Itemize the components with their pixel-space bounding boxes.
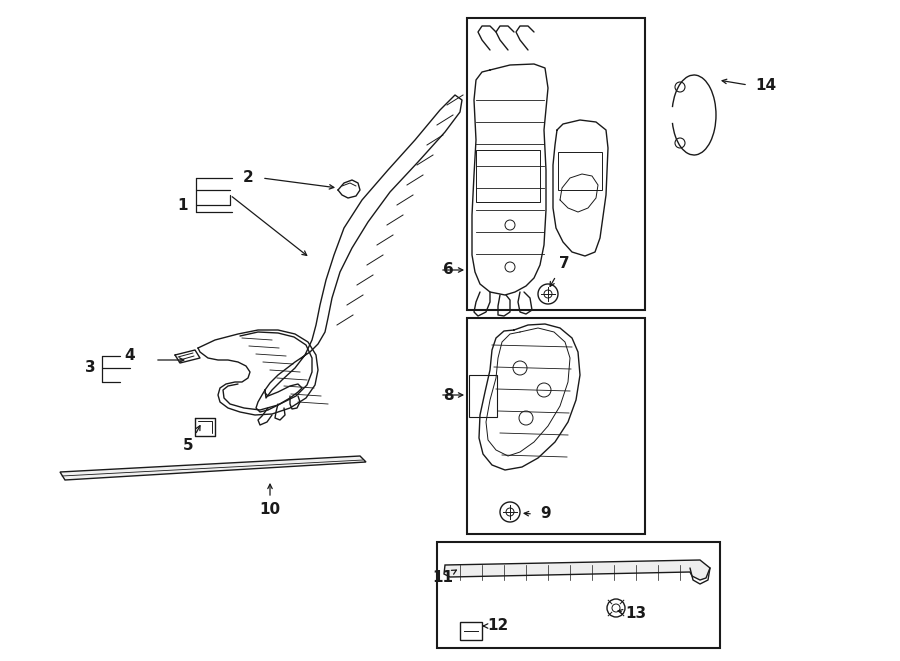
Text: 5: 5 (183, 438, 194, 453)
Text: 7: 7 (559, 256, 570, 272)
Text: 2: 2 (243, 171, 254, 186)
Text: 8: 8 (443, 387, 454, 403)
Text: 14: 14 (755, 77, 777, 93)
Text: 12: 12 (488, 619, 508, 633)
Text: 11: 11 (433, 570, 454, 586)
Bar (460, 622, 482, 640)
Bar (558, 152, 602, 190)
Text: 9: 9 (541, 506, 552, 522)
Text: 13: 13 (626, 607, 646, 621)
Text: 6: 6 (443, 262, 454, 278)
Polygon shape (444, 560, 710, 580)
Bar (467, 318, 645, 534)
Bar (467, 18, 645, 310)
Text: 3: 3 (85, 360, 95, 375)
Text: 4: 4 (125, 348, 135, 364)
Bar (476, 150, 540, 202)
Bar (469, 375, 497, 417)
Text: 1: 1 (178, 198, 188, 212)
Text: 10: 10 (259, 502, 281, 518)
Bar (437, 542, 720, 648)
Polygon shape (60, 456, 366, 480)
